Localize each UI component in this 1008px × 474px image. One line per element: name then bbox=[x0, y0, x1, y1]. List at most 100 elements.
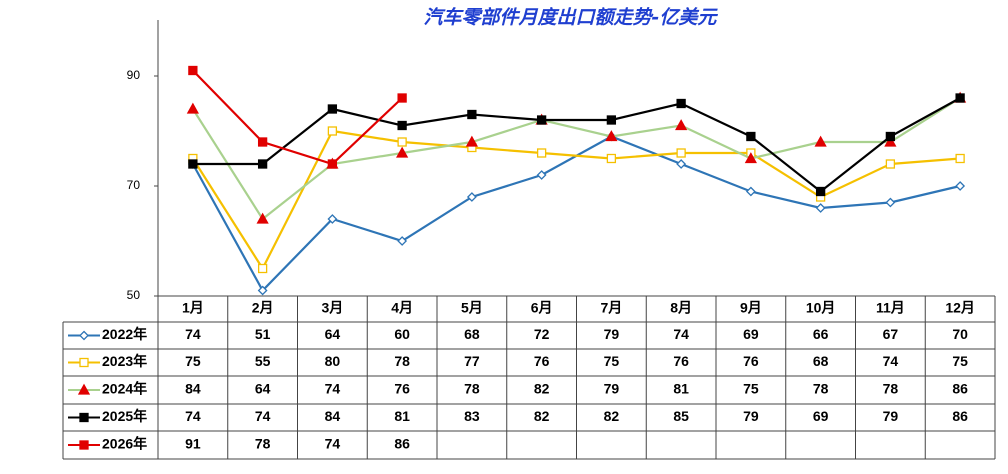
table-value: 74 bbox=[185, 408, 201, 424]
x-tick-label: 5月 bbox=[461, 300, 483, 316]
marker bbox=[955, 153, 965, 164]
marker bbox=[79, 330, 89, 341]
table-value: 55 bbox=[255, 353, 271, 369]
marker bbox=[397, 93, 407, 103]
marker bbox=[605, 130, 618, 142]
table-value: 78 bbox=[883, 381, 899, 397]
table-value: 67 bbox=[883, 326, 899, 342]
marker bbox=[465, 135, 478, 147]
marker bbox=[327, 126, 338, 136]
table-value: 74 bbox=[673, 326, 689, 342]
marker bbox=[745, 186, 756, 197]
marker bbox=[746, 131, 756, 142]
marker bbox=[327, 159, 338, 169]
table-value: 76 bbox=[534, 353, 550, 369]
table-value: 78 bbox=[255, 436, 271, 452]
table-value: 69 bbox=[743, 326, 759, 342]
marker bbox=[676, 148, 686, 158]
series-line bbox=[191, 129, 961, 271]
x-tick-label: 2月 bbox=[252, 300, 274, 316]
marker bbox=[188, 159, 198, 169]
marker bbox=[466, 192, 477, 202]
legend-label: 2022年 bbox=[102, 326, 147, 342]
table-value: 75 bbox=[185, 353, 201, 369]
table-value: 85 bbox=[673, 408, 689, 424]
marker bbox=[257, 285, 268, 296]
table-value: 79 bbox=[604, 326, 620, 342]
table-value: 75 bbox=[743, 381, 759, 397]
marker bbox=[396, 146, 409, 158]
table-value: 84 bbox=[185, 381, 201, 397]
table-value: 83 bbox=[464, 408, 480, 424]
table-value: 77 bbox=[464, 353, 480, 369]
marker bbox=[397, 120, 407, 131]
marker bbox=[186, 102, 199, 114]
table-value: 78 bbox=[464, 381, 480, 397]
table-value: 68 bbox=[464, 326, 480, 342]
marker bbox=[955, 181, 966, 191]
x-tick-label: 12月 bbox=[945, 300, 975, 316]
table-value: 81 bbox=[673, 381, 689, 397]
table-value: 79 bbox=[743, 408, 759, 424]
table-value: 75 bbox=[952, 353, 968, 369]
marker bbox=[675, 119, 688, 131]
x-tick-label: 7月 bbox=[600, 300, 622, 316]
table-value: 80 bbox=[325, 353, 341, 369]
x-tick-label: 6月 bbox=[531, 300, 553, 316]
marker bbox=[467, 109, 477, 120]
table-value: 64 bbox=[325, 326, 341, 342]
legend-label: 2024年 bbox=[102, 381, 147, 397]
table-value: 76 bbox=[673, 353, 689, 369]
marker bbox=[79, 412, 89, 423]
series-line bbox=[192, 69, 403, 166]
marker bbox=[676, 98, 686, 109]
x-tick-label: 11月 bbox=[876, 300, 905, 316]
table-value: 82 bbox=[534, 381, 550, 397]
marker bbox=[257, 137, 268, 147]
marker bbox=[257, 159, 268, 169]
x-tick-label: 4月 bbox=[391, 300, 413, 316]
marker bbox=[536, 170, 547, 180]
marker bbox=[606, 115, 617, 125]
table-value: 60 bbox=[394, 326, 410, 342]
marker bbox=[79, 440, 89, 450]
x-tick-label: 1月 bbox=[182, 300, 204, 316]
y-tick-label: 70 bbox=[127, 178, 141, 192]
marker bbox=[885, 131, 896, 142]
table-value: 64 bbox=[255, 381, 271, 397]
marker bbox=[188, 65, 198, 76]
marker bbox=[884, 135, 897, 147]
marker bbox=[606, 153, 617, 164]
table-value: 81 bbox=[394, 408, 410, 424]
x-tick-label: 10月 bbox=[806, 300, 836, 316]
chart-title: 汽车零部件月度出口额走势-亿美元 bbox=[424, 7, 719, 29]
marker bbox=[814, 135, 827, 147]
y-tick-label: 50 bbox=[127, 288, 141, 302]
table-value: 74 bbox=[185, 326, 201, 342]
marker bbox=[815, 203, 826, 213]
table-value: 86 bbox=[394, 436, 410, 452]
marker bbox=[536, 148, 547, 158]
marker bbox=[77, 383, 91, 395]
x-tick-label: 3月 bbox=[321, 300, 343, 316]
marker bbox=[397, 236, 408, 246]
marker bbox=[885, 159, 896, 169]
table-value: 75 bbox=[604, 353, 620, 369]
marker bbox=[815, 186, 826, 197]
table-value: 86 bbox=[952, 408, 968, 424]
table-value: 82 bbox=[604, 408, 620, 424]
marker bbox=[256, 212, 269, 224]
marker bbox=[744, 152, 757, 164]
table-value: 70 bbox=[952, 326, 968, 342]
table-value: 69 bbox=[813, 408, 829, 424]
marker bbox=[955, 93, 965, 103]
marker bbox=[327, 214, 338, 224]
table-value: 78 bbox=[813, 381, 829, 397]
table-value: 79 bbox=[604, 381, 620, 397]
marker bbox=[397, 137, 407, 147]
legend-label: 2025年 bbox=[102, 408, 147, 424]
marker bbox=[676, 159, 687, 169]
x-tick-label: 8月 bbox=[670, 300, 692, 316]
legend-label: 2023年 bbox=[102, 353, 147, 369]
table-value: 78 bbox=[394, 353, 410, 369]
